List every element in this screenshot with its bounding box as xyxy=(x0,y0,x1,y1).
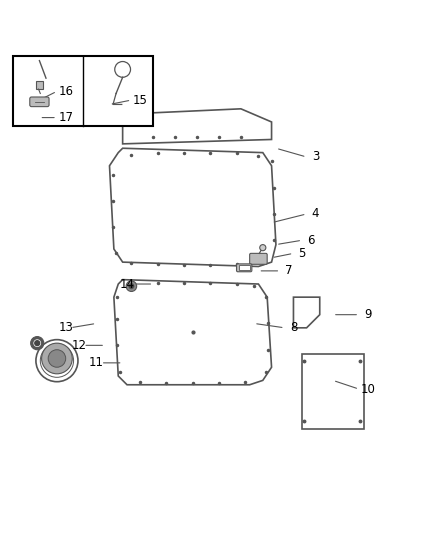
Circle shape xyxy=(36,340,78,382)
Circle shape xyxy=(31,336,44,350)
Polygon shape xyxy=(110,148,276,266)
Text: 15: 15 xyxy=(133,94,148,107)
Text: 5: 5 xyxy=(299,247,306,260)
Text: 16: 16 xyxy=(58,85,73,98)
Polygon shape xyxy=(123,109,272,144)
Text: 17: 17 xyxy=(58,111,73,124)
Text: 4: 4 xyxy=(311,207,319,221)
Bar xyxy=(13,56,153,126)
Polygon shape xyxy=(302,354,364,429)
Circle shape xyxy=(48,350,66,367)
Polygon shape xyxy=(114,280,272,385)
Text: 3: 3 xyxy=(312,150,319,164)
Text: 12: 12 xyxy=(71,339,86,352)
Bar xyxy=(239,265,250,270)
Circle shape xyxy=(34,340,41,346)
Polygon shape xyxy=(293,297,320,328)
Text: 10: 10 xyxy=(360,383,375,395)
Text: 14: 14 xyxy=(120,278,134,290)
Circle shape xyxy=(42,343,72,374)
Text: 8: 8 xyxy=(290,321,297,334)
Circle shape xyxy=(260,245,266,251)
Text: 7: 7 xyxy=(285,264,293,277)
Circle shape xyxy=(126,281,137,292)
FancyBboxPatch shape xyxy=(30,97,49,107)
Circle shape xyxy=(115,61,131,77)
FancyBboxPatch shape xyxy=(237,264,252,272)
Text: 6: 6 xyxy=(307,233,315,247)
Bar xyxy=(36,81,43,89)
Text: 13: 13 xyxy=(58,321,73,334)
FancyBboxPatch shape xyxy=(250,253,267,264)
Circle shape xyxy=(129,284,134,289)
Circle shape xyxy=(40,344,74,377)
Text: 9: 9 xyxy=(364,308,372,321)
Text: 11: 11 xyxy=(89,357,104,369)
